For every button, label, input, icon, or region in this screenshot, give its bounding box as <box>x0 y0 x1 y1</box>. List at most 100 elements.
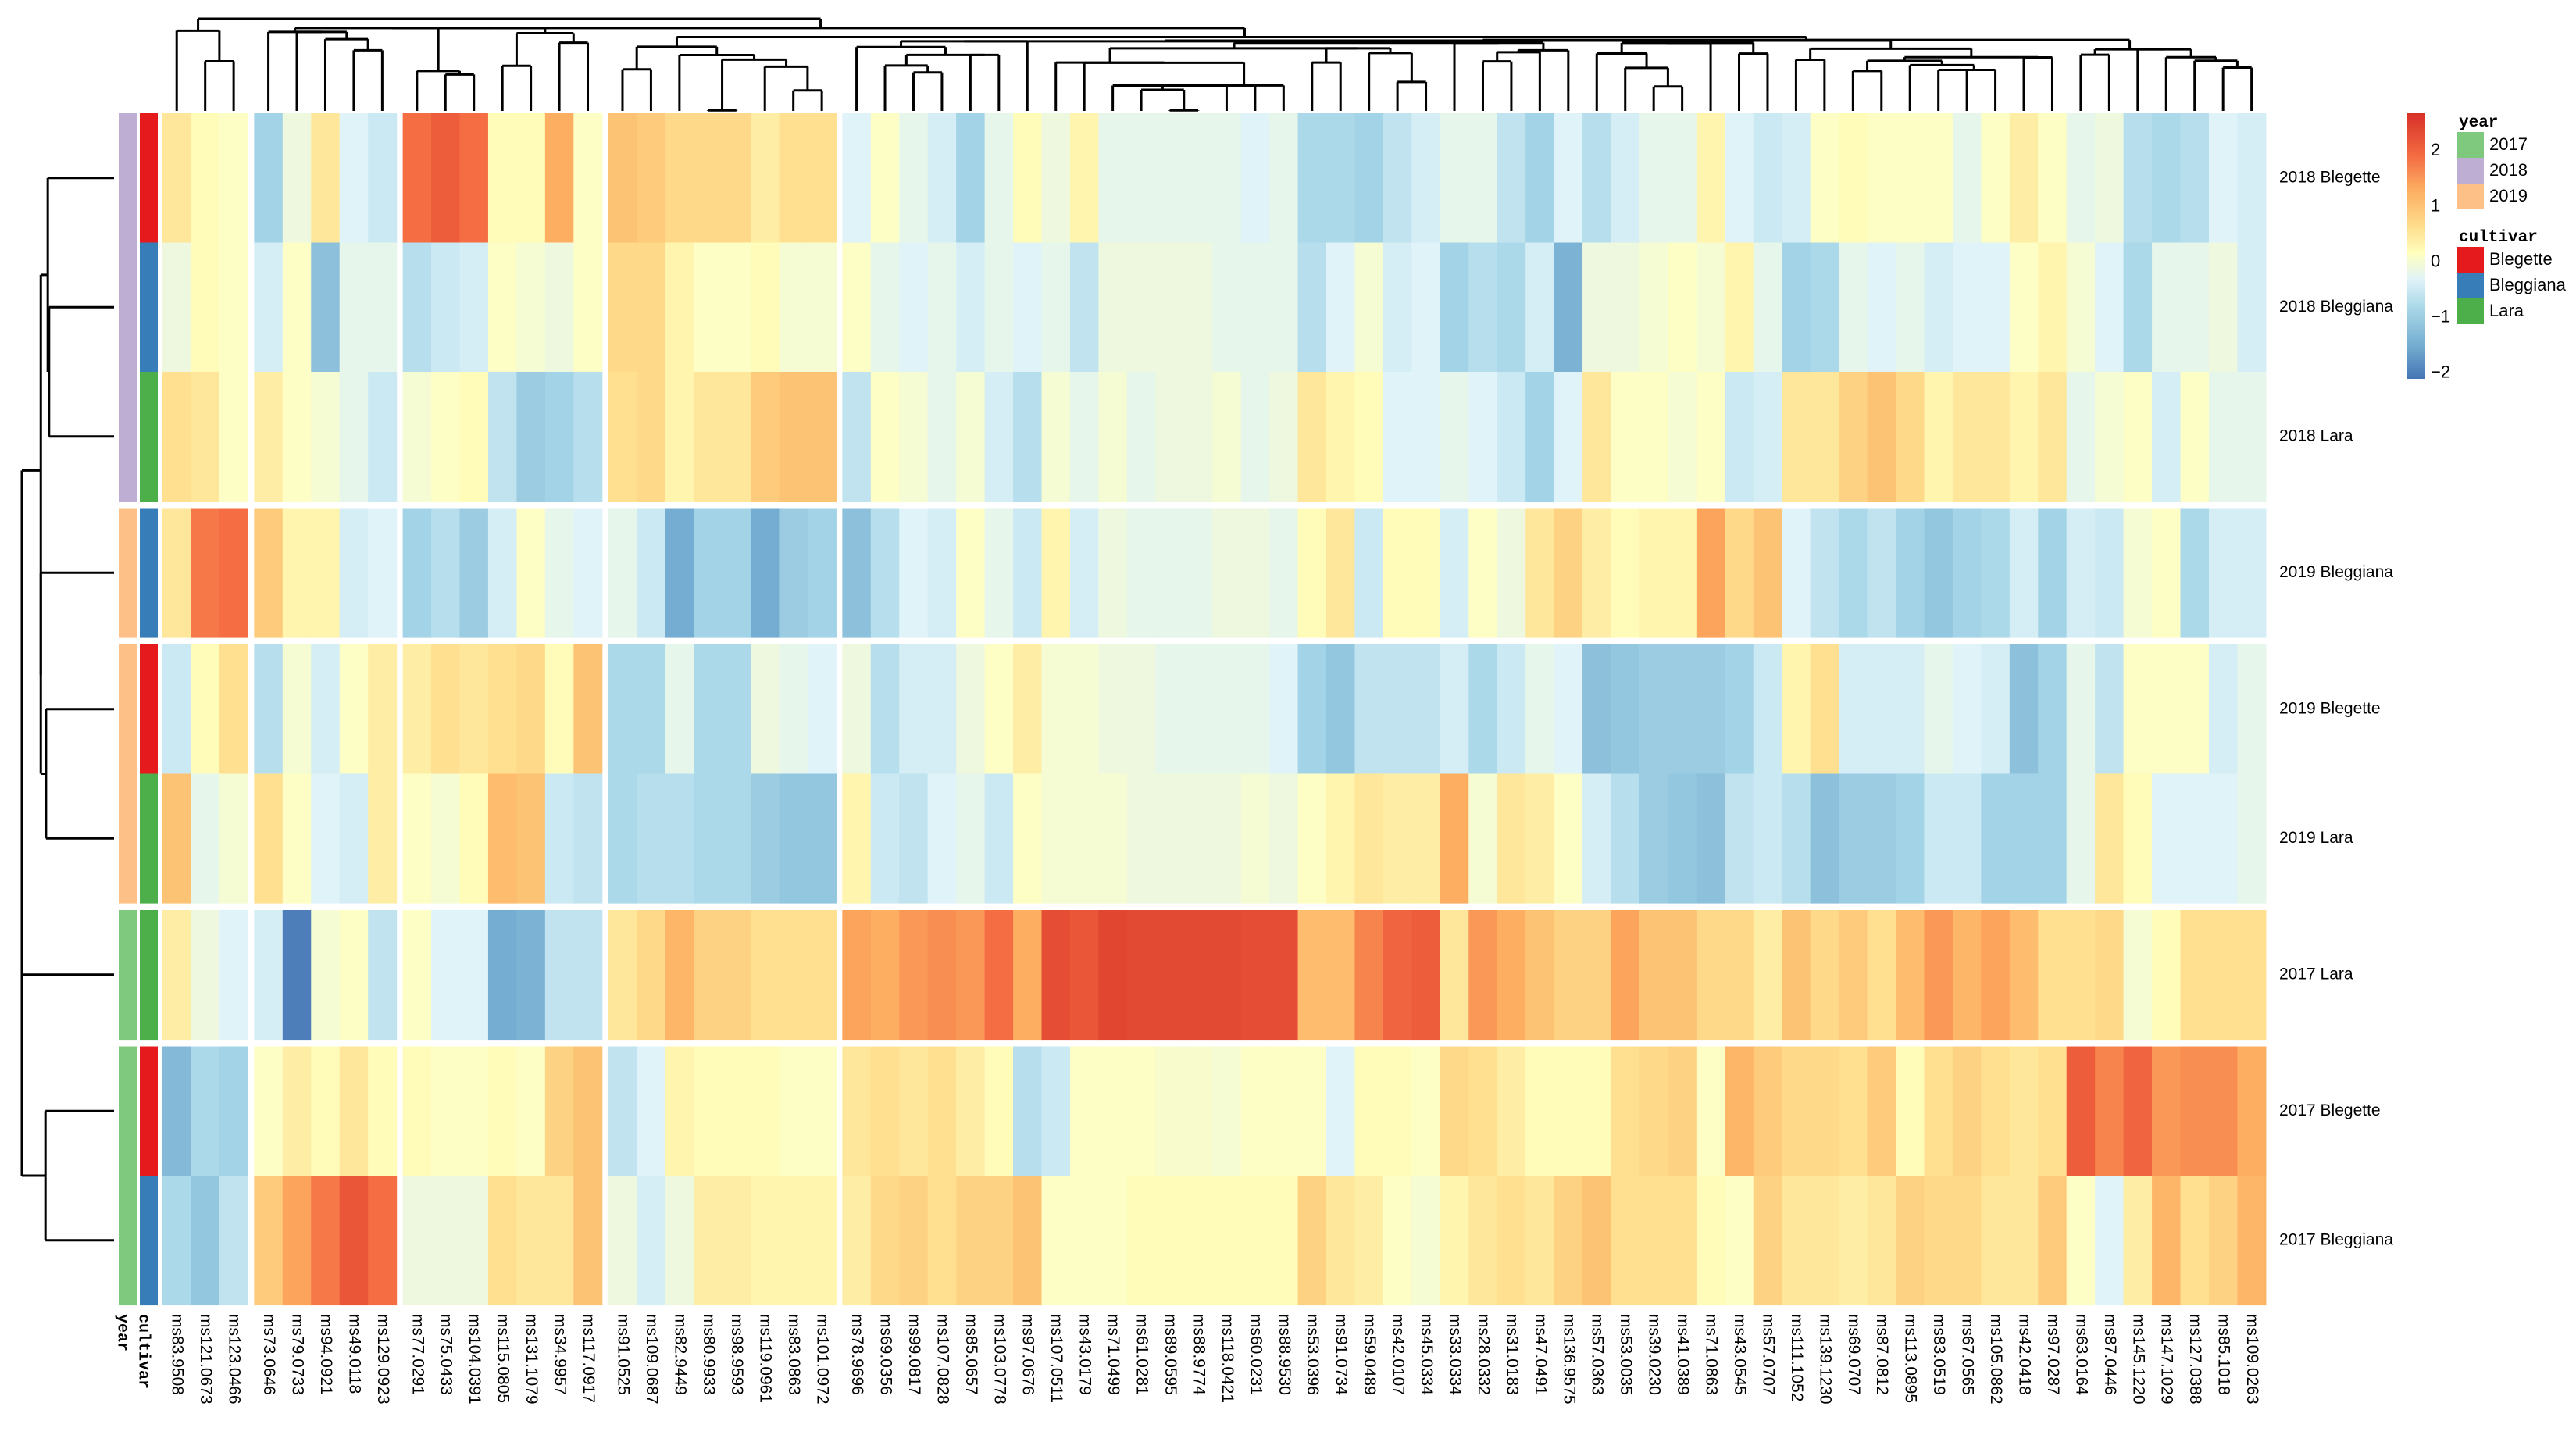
heatmap-cell <box>1497 644 1526 775</box>
heatmap-cell <box>311 773 341 904</box>
heatmap-cell <box>1952 1046 1982 1176</box>
heatmap-cell <box>2066 1046 2096 1176</box>
heatmap-cell <box>2152 644 2182 775</box>
heatmap-cell <box>2066 1176 2096 1306</box>
column-label: ms83.9508 <box>169 1314 187 1395</box>
heatmap-cell <box>1924 508 1953 638</box>
heatmap-cell <box>219 644 248 775</box>
heatmap-cell <box>2009 910 2039 1041</box>
heatmap-cell <box>1924 773 1953 904</box>
heatmap-cell <box>311 372 341 502</box>
heatmap-cell <box>1155 1046 1185 1176</box>
heatmap-cell <box>1013 910 1043 1041</box>
heatmap-cell <box>1582 372 1612 502</box>
heatmap-cell <box>870 242 900 373</box>
heatmap-cell <box>1525 644 1555 775</box>
heatmap-cell <box>1098 1046 1128 1176</box>
heatmap-cell <box>956 644 986 775</box>
heatmap-cell <box>1155 508 1185 638</box>
heatmap-cell <box>254 242 284 373</box>
heatmap-cell <box>1383 910 1412 1041</box>
heatmap-cell <box>1183 113 1213 244</box>
heatmap-cell <box>1269 242 1299 373</box>
heatmap-cell <box>219 242 248 373</box>
heatmap-cell <box>1155 910 1185 1041</box>
heatmap-cell <box>1696 508 1725 638</box>
heatmap-cell <box>573 508 603 638</box>
heatmap-cell <box>899 644 929 775</box>
heatmap-cell <box>956 910 986 1041</box>
heatmap-cell <box>870 773 900 904</box>
heatmap-cell <box>459 773 489 904</box>
column-label: ms69.0707 <box>1845 1314 1863 1395</box>
heatmap-cell <box>1326 1046 1356 1176</box>
heatmap-cell <box>1639 644 1668 775</box>
row-dendrogram <box>20 177 114 1242</box>
heatmap-cell <box>254 508 284 638</box>
heatmap-cell <box>2123 644 2153 775</box>
column-label: ms91.0734 <box>1333 1314 1350 1395</box>
heatmap-cell <box>608 372 637 502</box>
heatmap-cell <box>2066 773 2096 904</box>
heatmap-cell <box>1411 1046 1441 1176</box>
heatmap-cell <box>807 910 837 1041</box>
heatmap-cell <box>1753 508 1782 638</box>
heatmap-cell <box>1069 1046 1099 1176</box>
heatmap-cell <box>1468 1046 1498 1176</box>
heatmap-cell <box>1041 1176 1071 1306</box>
heatmap-cell <box>1725 113 1754 244</box>
heatmap-cell <box>516 1176 546 1306</box>
heatmap-cell <box>1440 644 1469 775</box>
heatmap-cell <box>984 242 1014 373</box>
year-legend-title: year <box>2459 114 2498 132</box>
heatmap-cell <box>1098 508 1128 638</box>
heatmap-cell <box>842 1176 872 1306</box>
color-scale-ticks: 2 1 0 −1 −2 <box>2431 140 2450 382</box>
heatmap-cell <box>694 644 723 775</box>
heatmap-cell <box>2066 910 2096 1041</box>
heatmap-cell <box>1981 910 2010 1041</box>
heatmap-cell <box>1782 644 1811 775</box>
heatmap-cell <box>1013 644 1043 775</box>
cultivar-annotation-cell <box>140 508 158 638</box>
heatmap-cell <box>487 113 517 244</box>
heatmap-cell <box>516 910 546 1041</box>
heatmap-cell <box>984 910 1014 1041</box>
heatmap-cell <box>1297 644 1327 775</box>
column-label: ms83.0519 <box>1930 1314 1948 1395</box>
heatmap-cell <box>1753 372 1782 502</box>
heatmap-cell <box>956 508 986 638</box>
column-label: ms136.9575 <box>1560 1314 1578 1405</box>
heatmap-cell <box>1810 1046 1839 1176</box>
column-label: ms91.0525 <box>614 1314 632 1395</box>
heatmap-cell <box>1782 242 1811 373</box>
heatmap-cell <box>254 113 284 244</box>
heatmap-cell <box>751 1176 780 1306</box>
heatmap-cell <box>162 1176 192 1306</box>
heatmap-cell <box>1013 773 1043 904</box>
year-legend: 2017 2018 2019 <box>2457 132 2528 209</box>
heatmap-cell <box>1668 773 1697 904</box>
heatmap-cell <box>282 508 312 638</box>
heatmap-cell <box>842 113 872 244</box>
heatmap-cell <box>1867 773 1896 904</box>
heatmap-cell <box>1867 644 1896 775</box>
heatmap-cell <box>1098 113 1128 244</box>
heatmap-cell <box>219 1046 248 1176</box>
heatmap-cell <box>2180 508 2210 638</box>
cultivar-legend-label: Lara <box>2489 301 2524 320</box>
column-label: ms77.0291 <box>409 1314 426 1395</box>
heatmap-cell <box>1183 242 1213 373</box>
column-label: ms105.0862 <box>1987 1314 2005 1405</box>
heatmap-cell <box>1867 113 1896 244</box>
heatmap-cell <box>1126 1046 1156 1176</box>
heatmap-cell <box>1639 508 1668 638</box>
heatmap-cell <box>1041 644 1071 775</box>
heatmap-cell <box>1468 910 1498 1041</box>
heatmap-cell <box>694 773 723 904</box>
heatmap-cell <box>2208 644 2238 775</box>
heatmap-cell <box>927 773 957 904</box>
heatmap-cell <box>191 910 220 1041</box>
heatmap-cell <box>2009 242 2039 373</box>
heatmap-cell <box>2095 1176 2125 1306</box>
